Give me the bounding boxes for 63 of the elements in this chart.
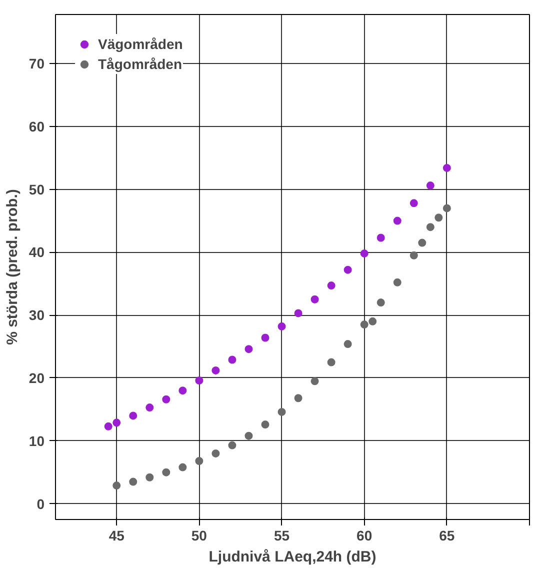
point: [393, 278, 402, 286]
point: [360, 249, 368, 258]
x-axis-title: Ljudnivå LAeq,24h (dB): [208, 548, 376, 566]
point: [212, 449, 220, 458]
point: [162, 395, 170, 404]
point: [178, 463, 187, 472]
y-tick-label: 0: [36, 496, 45, 512]
point: [426, 223, 434, 232]
point: [112, 482, 121, 490]
point: [426, 182, 434, 190]
point: [442, 204, 451, 212]
point: [327, 358, 336, 366]
point: [310, 295, 319, 304]
point: [129, 412, 138, 420]
point: [310, 377, 319, 386]
x-tick-label: 50: [191, 528, 208, 544]
point: [344, 340, 352, 348]
point: [178, 386, 187, 395]
y-tick-label: 40: [28, 244, 45, 260]
legend-label: Vägområden: [98, 36, 183, 52]
y-tick-label: 50: [28, 181, 45, 198]
point: [112, 418, 121, 427]
point: [294, 309, 302, 318]
x-tick-label: 60: [356, 528, 372, 544]
point: [410, 251, 418, 260]
point: [393, 216, 402, 225]
point: [278, 408, 286, 416]
point: [434, 214, 443, 222]
point: [368, 317, 377, 326]
point: [104, 422, 112, 430]
point: [146, 473, 154, 482]
x-tick-label: 45: [108, 528, 125, 544]
point: [278, 322, 286, 330]
y-tick-label: 30: [28, 307, 45, 324]
point: [228, 356, 236, 364]
point: [360, 320, 368, 329]
point: [146, 404, 154, 412]
point: [261, 420, 270, 429]
y-tick-label: 10: [28, 432, 45, 449]
point: [418, 238, 426, 247]
point: [327, 282, 336, 290]
point: [129, 478, 138, 486]
point: [344, 266, 352, 274]
point: [228, 441, 236, 450]
point: [294, 394, 302, 402]
point: [195, 457, 204, 466]
legend-label: Tågområden: [98, 56, 182, 72]
point: [195, 376, 204, 385]
point: [212, 366, 220, 374]
point: [376, 234, 385, 242]
point: [442, 164, 451, 172]
y-tick-label: 60: [28, 118, 45, 134]
point: [244, 432, 253, 440]
y-tick-label: 20: [28, 370, 45, 386]
y-axis-title: % störda (pred. prob.): [4, 189, 21, 345]
point: [410, 199, 418, 208]
y-tick-label: 70: [28, 56, 45, 72]
point: [261, 334, 270, 342]
point: [162, 468, 170, 476]
point: [244, 345, 253, 354]
x-tick-label: 65: [439, 528, 455, 544]
point: [376, 298, 385, 307]
x-tick-label: 55: [274, 528, 290, 544]
